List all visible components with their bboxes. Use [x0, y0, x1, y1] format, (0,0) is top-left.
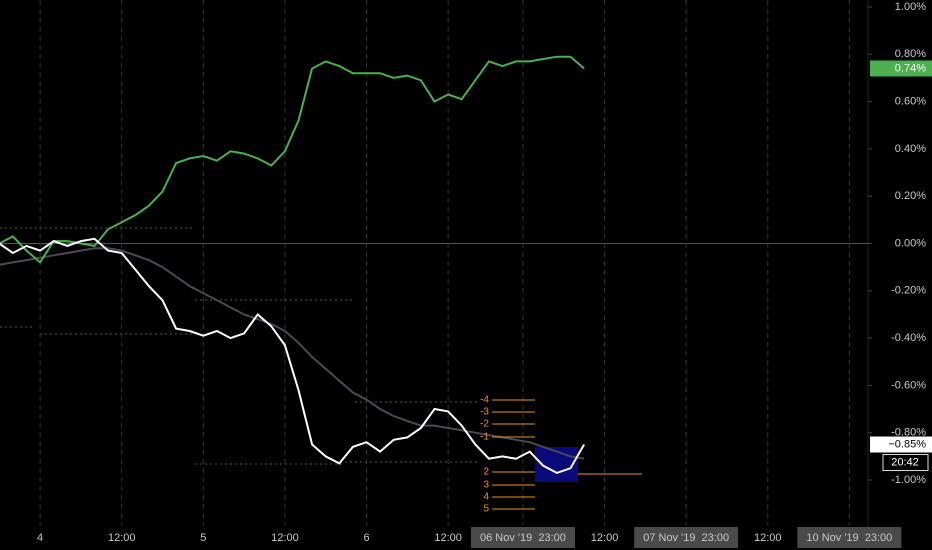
last-value-label: −0.85% [888, 438, 926, 450]
last-value-label: 0.74% [895, 62, 926, 74]
level-label: -1 [480, 432, 489, 443]
x-tick-label: 12:00 [434, 532, 462, 544]
level-label: -3 [480, 407, 489, 418]
time-box [882, 454, 929, 472]
reference-lines [0, 227, 480, 465]
last-value-box [870, 60, 932, 77]
y-tick-label: -0.20% [891, 285, 926, 297]
level-label: -4 [480, 395, 489, 406]
x-tick-label: 6 [363, 532, 369, 544]
y-tick-label: -0.40% [891, 332, 926, 344]
y-tick-label: -1.00% [891, 474, 926, 486]
y-tick-label: 0.00% [895, 237, 926, 249]
level-label: 2 [483, 467, 489, 478]
x-tick-label: 12:00 [754, 532, 782, 544]
level-label: 4 [483, 492, 489, 503]
time-label: 20:42 [891, 456, 919, 468]
y-tick-label: 0.60% [895, 96, 926, 108]
x-label-box [797, 527, 902, 548]
x-tick-label: 06 Nov '19 23:00 [480, 532, 566, 544]
y-tick-label: -0.60% [891, 379, 926, 391]
y-tick-label: 0.20% [895, 190, 926, 202]
x-tick-label: 07 Nov '19 23:00 [643, 532, 729, 544]
x-label-box [634, 527, 739, 548]
x-tick-label: 4 [37, 532, 43, 544]
series-line [0, 55, 585, 264]
y-tick-label: -0.80% [891, 427, 926, 439]
level-label: 3 [483, 480, 489, 491]
level-label: -2 [480, 419, 489, 430]
x-tick-label: 12:00 [271, 532, 299, 544]
series-line [0, 247, 585, 460]
x-tick-label: 12:00 [591, 532, 619, 544]
y-tick-label: 0.40% [895, 143, 926, 155]
x-tick-label: 5 [200, 532, 206, 544]
x-tick-label: 10 Nov '19 23:00 [806, 532, 892, 544]
level-label: 5 [483, 504, 489, 515]
series-line [0, 237, 585, 474]
y-tick-label: 1.00% [895, 1, 926, 13]
x-label-box [470, 527, 575, 548]
y-tick-label: 0.80% [895, 48, 926, 60]
x-tick-label: 12:00 [108, 532, 136, 544]
last-value-box [870, 436, 932, 453]
